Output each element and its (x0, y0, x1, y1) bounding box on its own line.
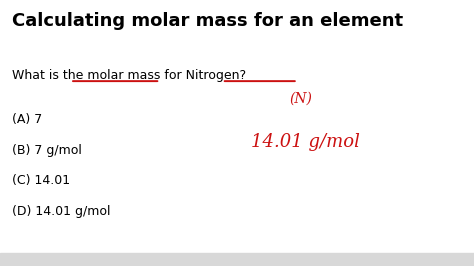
Text: What is the molar mass for Nitrogen?: What is the molar mass for Nitrogen? (12, 69, 246, 82)
Text: (C) 14.01: (C) 14.01 (12, 174, 70, 187)
Text: 14.01 g/mol: 14.01 g/mol (251, 133, 360, 151)
Text: (D) 14.01 g/mol: (D) 14.01 g/mol (12, 205, 110, 218)
Text: (B) 7 g/mol: (B) 7 g/mol (12, 144, 82, 157)
Text: (N): (N) (289, 92, 312, 106)
Bar (0, 253, 474, 266)
Text: Calculating molar mass for an element: Calculating molar mass for an element (12, 12, 403, 30)
Text: (A) 7: (A) 7 (12, 113, 42, 126)
